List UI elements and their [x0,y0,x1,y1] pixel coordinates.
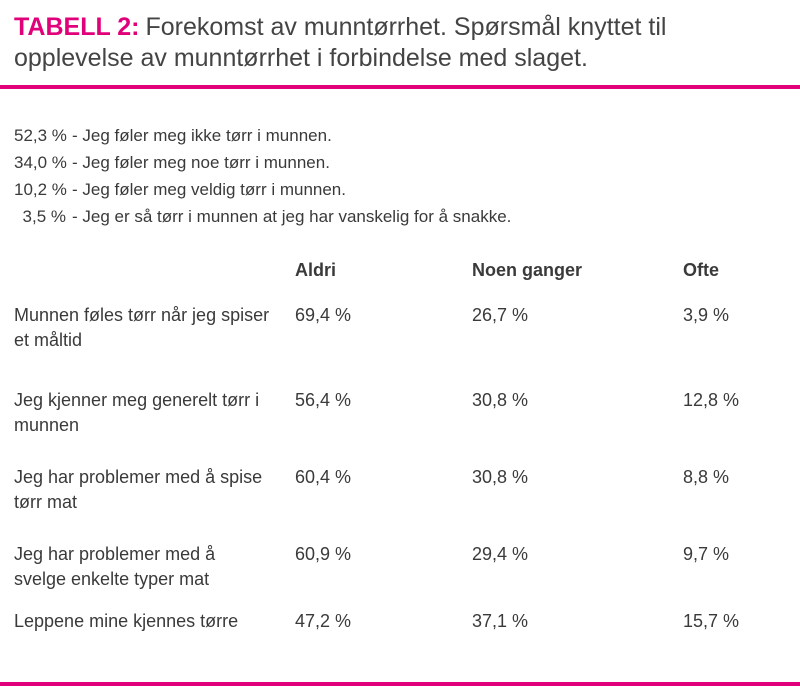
bottom-rule [0,682,800,686]
column-header: Aldri [295,260,337,280]
table-cell: 30,8 % [472,390,529,410]
table-cell: 56,4 % [295,390,352,410]
summary-line: 10,2 % - Jeg føler meg veldig tørr i munn… [14,176,346,203]
title: TABELL 2: Forekomst av munntørrhet. Spørs… [14,12,774,74]
top-rule [0,85,800,89]
table-cell: 29,4 % [472,544,529,564]
table-cell: 3,9 % [683,305,730,325]
row-label: Jeg kjenner meg generelt tørr i munnen [14,390,260,435]
summary-percent: 10,2 % [14,180,67,199]
summary-percent: 52,3 % [14,126,67,145]
table-cell: 69,4 % [295,305,352,325]
summary-line: 3,5 % - Jeg er så tørr i munnen at jeg ha… [14,203,512,230]
row-label: Munnen føles tørr når jeg spiser et målt… [14,305,270,350]
table-title: Forekomst av munntørrhet. Spørsmål knytt… [14,13,667,72]
column-header: Noen ganger [472,260,583,280]
table-cell: 9,7 % [683,544,730,564]
summary-text: - Jeg er så tørr i munnen at jeg har van… [72,207,512,226]
row-label: Jeg har problemer med å svelge enkelte t… [14,544,216,589]
summary-text: - Jeg føler meg noe tørr i munnen. [72,153,330,172]
column-header: Ofte [683,260,719,280]
summary-line: 34,0 % - Jeg føler meg noe tørr i munnen. [14,149,330,176]
summary-text: - Jeg føler meg ikke tørr i munnen. [72,126,332,145]
row-label: Jeg har problemer med å spise tørr mat [14,467,263,512]
summary-text: - Jeg føler meg veldig tørr i munnen. [72,180,346,199]
table-label: TABELL 2: [14,13,140,41]
summary-percent: 34,0 % [14,153,67,172]
row-label: Leppene mine kjennes tørre [14,611,239,631]
table-cell: 47,2 % [295,611,352,631]
table-cell: 26,7 % [472,305,529,325]
table-cell: 30,8 % [472,467,529,487]
table-cell: 8,8 % [683,467,730,487]
table-cell: 37,1 % [472,611,529,631]
table-cell: 12,8 % [683,390,740,410]
table-cell: 60,4 % [295,467,352,487]
table-cell: 60,9 % [295,544,352,564]
summary-line: 52,3 % - Jeg føler meg ikke tørr i munnen… [14,122,332,149]
summary-percent: 3,5 % [22,207,66,226]
table-cell: 15,7 % [683,611,740,631]
